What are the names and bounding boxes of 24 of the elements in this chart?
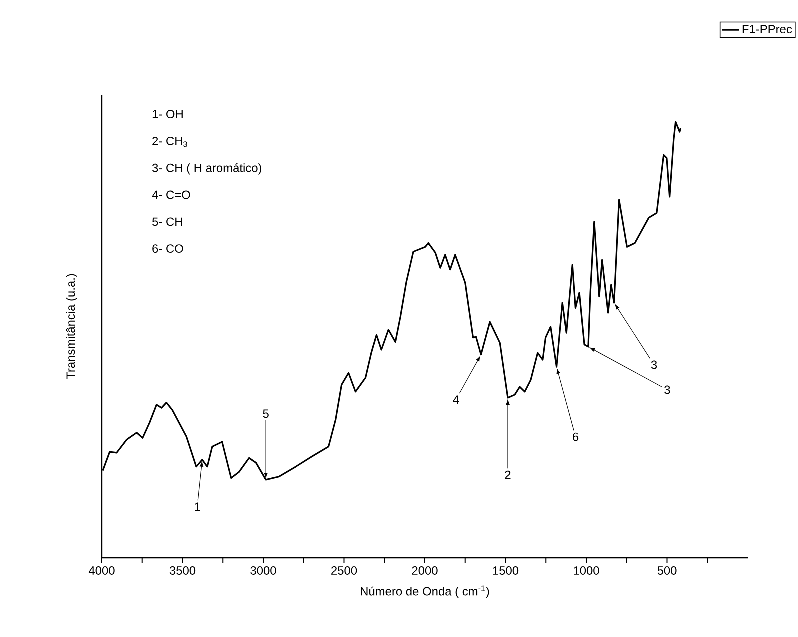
annotation: 6 bbox=[573, 432, 579, 442]
annotation: 3 bbox=[651, 360, 658, 370]
y-axis-title: Transmitância (u.a.) bbox=[66, 274, 78, 380]
x-axis-title: Número de Onda ( cm$^{-1}$) bbox=[361, 586, 490, 598]
annotation: 5- CH bbox=[152, 218, 182, 226]
annotation: 5 bbox=[263, 410, 269, 418]
annotation: 3- CH ( H aromático) bbox=[152, 163, 262, 175]
annotation: 1 bbox=[195, 502, 200, 512]
annotation: 4- C=O bbox=[152, 190, 190, 200]
legend-label: F1-PPrec bbox=[742, 25, 792, 34]
x-tick-label: 4000 bbox=[88, 566, 115, 575]
x-tick-label: 1500 bbox=[493, 566, 519, 575]
annotation: 2 bbox=[505, 470, 511, 480]
x-tick-label: 1000 bbox=[574, 566, 600, 575]
annotation: 3 bbox=[664, 386, 670, 394]
x-tick-label: 3000 bbox=[250, 566, 276, 575]
text: 1- OH bbox=[152, 110, 183, 119]
annotation: 6- CO bbox=[152, 244, 184, 254]
x-tick-label: 2500 bbox=[332, 566, 358, 575]
annotation: 2- CH$_{3}$ bbox=[152, 136, 188, 148]
x-tick-label: 3500 bbox=[170, 566, 196, 575]
x-tick-label: 2000 bbox=[412, 566, 438, 575]
x-tick-label: 500 bbox=[658, 566, 677, 575]
annotation: 4 bbox=[453, 396, 460, 404]
